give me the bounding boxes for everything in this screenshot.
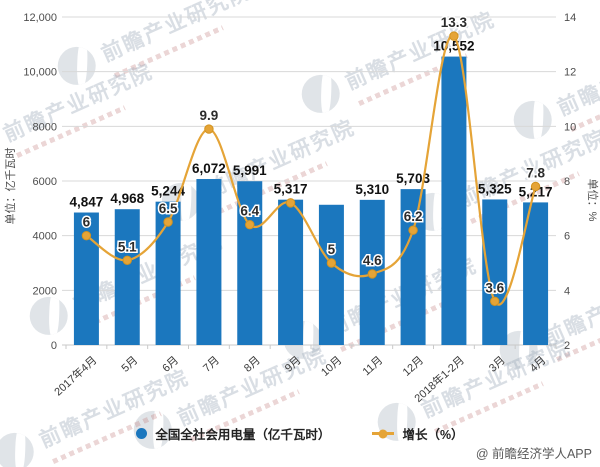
- left-axis-tick-label: 2000: [33, 285, 57, 297]
- x-axis-label: 12月: [401, 354, 426, 378]
- legend: 全国全社会用电量（亿千瓦时） 增长（%）: [0, 424, 600, 443]
- x-axis-label: 8月: [242, 354, 263, 374]
- bar-value-label: 5,244: [151, 184, 185, 199]
- left-axis-tick-label: 8000: [33, 121, 57, 133]
- growth-line-marker: [245, 220, 255, 230]
- growth-line-marker: [449, 31, 459, 41]
- growth-line-marker: [163, 217, 173, 227]
- growth-line-marker: [490, 296, 500, 306]
- growth-value-label: 5: [328, 242, 336, 257]
- growth-line-marker: [122, 255, 132, 265]
- growth-value-label: 4.6: [363, 253, 382, 268]
- right-axis-tick-label: 4: [564, 285, 570, 297]
- bar-value-label: 5,217: [519, 184, 553, 199]
- right-axis-tick-label: 8: [564, 176, 570, 188]
- bar: [318, 204, 344, 345]
- bar-value-label: 5,991: [233, 163, 267, 178]
- left-axis-tick-label: 12,000: [23, 12, 57, 24]
- growth-value-label: 5.1: [118, 239, 137, 254]
- attribution: @ 前瞻经济学人APP: [475, 447, 592, 461]
- bar: [523, 202, 549, 345]
- right-axis-tick-label: 10: [564, 121, 576, 133]
- growth-line-marker: [204, 124, 214, 134]
- right-axis-tick-label: 2: [564, 340, 570, 352]
- right-axis-tick-label: 6: [564, 231, 570, 243]
- bar: [482, 199, 508, 345]
- growth-value-label: 3.6: [485, 280, 504, 295]
- growth-value-label: 7.8: [526, 165, 545, 180]
- left-axis-tick-label: 6000: [33, 176, 57, 188]
- growth-value-label: 6: [83, 215, 91, 230]
- growth-line-marker: [81, 230, 92, 241]
- bar-value-label: 5,325: [478, 181, 512, 196]
- x-axis-label: 2017年4月: [51, 353, 99, 399]
- bar: [441, 56, 467, 345]
- bar: [196, 179, 222, 345]
- bar-value-label: 4,847: [70, 195, 104, 210]
- x-axis-label: 5月: [120, 354, 141, 374]
- bar-value-label: 6,072: [192, 161, 226, 176]
- x-axis-label: 7月: [201, 354, 222, 374]
- growth-value-label: 9.9: [200, 108, 219, 123]
- right-axis-tick-label: 12: [564, 67, 576, 79]
- legend-growth-marker-icon: [372, 429, 395, 438]
- legend-consumption-label: 全国全社会用电量（亿千瓦时）: [155, 428, 331, 442]
- bar: [400, 189, 426, 345]
- growth-line-marker: [326, 258, 337, 268]
- bar-value-label: 10,552: [433, 39, 474, 54]
- growth-line-path: [85, 34, 537, 306]
- growth-value-label: 6.4: [240, 204, 259, 219]
- bar-value-label: 5,310: [355, 182, 389, 197]
- legend-growth-label: 增长（%）: [402, 428, 464, 442]
- legend-item-consumption: 全国全社会用电量（亿千瓦时）: [136, 424, 330, 443]
- growth-line-marker: [530, 181, 541, 192]
- x-axis-label: 11月: [361, 354, 386, 378]
- legend-item-growth: 增长（%）: [372, 424, 464, 443]
- bar: [278, 199, 304, 345]
- bar-value-label: 5,317: [274, 182, 308, 197]
- growth-line-marker: [408, 225, 418, 235]
- left-axis-tick-label: 0: [51, 340, 57, 352]
- x-axis-label: 3月: [487, 354, 508, 374]
- bar-value-label: 4,968: [110, 191, 144, 206]
- left-axis-tick-label: 4000: [33, 231, 57, 243]
- growth-value-label: 6.2: [404, 209, 423, 224]
- x-axis-label: 10月: [319, 354, 344, 378]
- left-axis-tick-label: 10,000: [23, 67, 57, 79]
- growth-value-label: 6.5: [159, 201, 178, 216]
- x-axis-label: 9月: [283, 354, 304, 374]
- x-axis-label: 6月: [160, 354, 181, 374]
- growth-value-label: 13.3: [441, 15, 468, 30]
- bar: [114, 209, 140, 345]
- right-axis-unit-label: 单位：%: [586, 179, 600, 222]
- left-axis-unit-label: 单位：亿千瓦时: [3, 148, 17, 225]
- right-axis-tick-label: 14: [564, 12, 576, 24]
- growth-line-marker: [285, 198, 296, 208]
- legend-consumption-dot-icon: [136, 428, 148, 439]
- growth-line-marker: [367, 269, 377, 279]
- x-axis-label: 4月: [528, 354, 549, 374]
